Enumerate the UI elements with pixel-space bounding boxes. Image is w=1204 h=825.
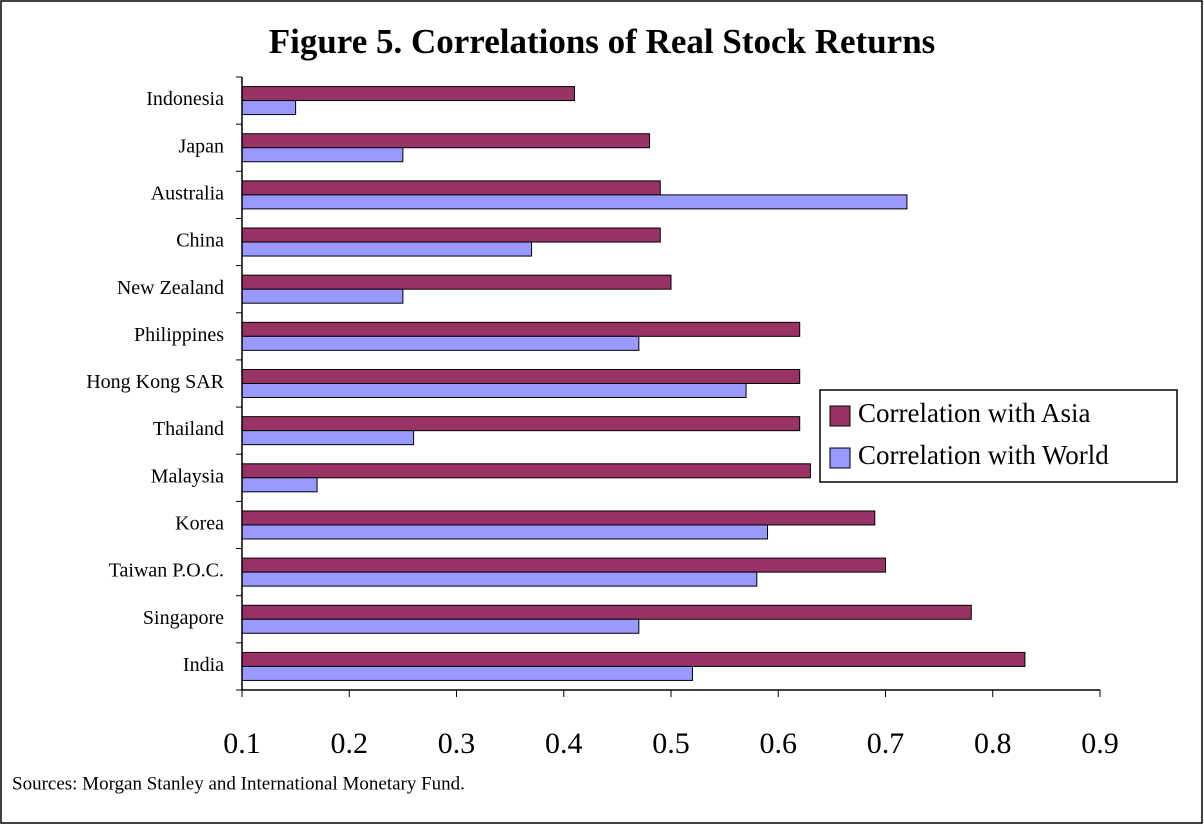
bar <box>241 288 404 304</box>
x-tick-label: 0.9 <box>1081 727 1119 760</box>
bar <box>241 477 318 493</box>
bar <box>241 571 758 587</box>
y-tick-label: Hong Kong SAR <box>86 371 224 393</box>
x-tick-label: 0.2 <box>331 727 369 760</box>
x-tick-label: 0.1 <box>223 727 261 760</box>
y-tick-label: Malaysia <box>151 465 224 487</box>
legend-box <box>819 389 1178 483</box>
bar <box>241 321 801 337</box>
y-tick-label: Taiwan P.O.C. <box>109 560 224 582</box>
bar <box>241 383 747 398</box>
bar <box>241 147 404 163</box>
bar <box>241 133 651 149</box>
legend-swatch <box>829 405 851 427</box>
bar <box>241 430 415 446</box>
chart-title: Figure 5. Correlations of Real Stock Ret… <box>269 22 936 61</box>
bar <box>241 369 801 384</box>
y-tick-label: China <box>176 230 224 252</box>
y-tick-label: Australia <box>151 182 224 204</box>
bar <box>241 618 640 634</box>
bar <box>241 651 1026 667</box>
legend-label: Correlation with World <box>858 440 1109 470</box>
x-tick-label: 0.7 <box>867 727 905 760</box>
bar <box>241 241 533 257</box>
bar <box>241 557 886 573</box>
x-tick-label: 0.3 <box>438 727 476 760</box>
bar <box>241 524 769 540</box>
x-tick-label: 0.4 <box>545 727 583 760</box>
source-note: Sources: Morgan Stanley and Internationa… <box>12 773 465 794</box>
bar <box>241 86 575 102</box>
y-tick-label: New Zealand <box>117 277 224 299</box>
x-tick-label: 0.5 <box>652 727 690 760</box>
bar <box>241 510 876 526</box>
bar <box>241 604 972 620</box>
legend-label: Correlation with Asia <box>858 398 1090 428</box>
bar <box>241 416 801 432</box>
bar <box>241 665 693 681</box>
y-tick-label: Japan <box>178 135 224 157</box>
y-tick-label: Philippines <box>134 324 224 346</box>
bar <box>241 100 297 116</box>
y-tick-label: Singapore <box>143 607 224 629</box>
legend-swatch <box>829 447 851 469</box>
y-tick-label: Korea <box>175 513 224 535</box>
bar <box>241 274 672 290</box>
y-tick-label: India <box>183 654 224 676</box>
bar <box>241 180 661 196</box>
bar <box>241 335 640 351</box>
x-tick-label: 0.6 <box>760 727 798 760</box>
y-tick-label: Indonesia <box>146 88 224 110</box>
bar <box>241 227 661 243</box>
bar <box>241 194 908 210</box>
bar <box>241 463 811 479</box>
y-tick-label: Thailand <box>153 418 224 440</box>
x-tick-label: 0.8 <box>974 727 1012 760</box>
